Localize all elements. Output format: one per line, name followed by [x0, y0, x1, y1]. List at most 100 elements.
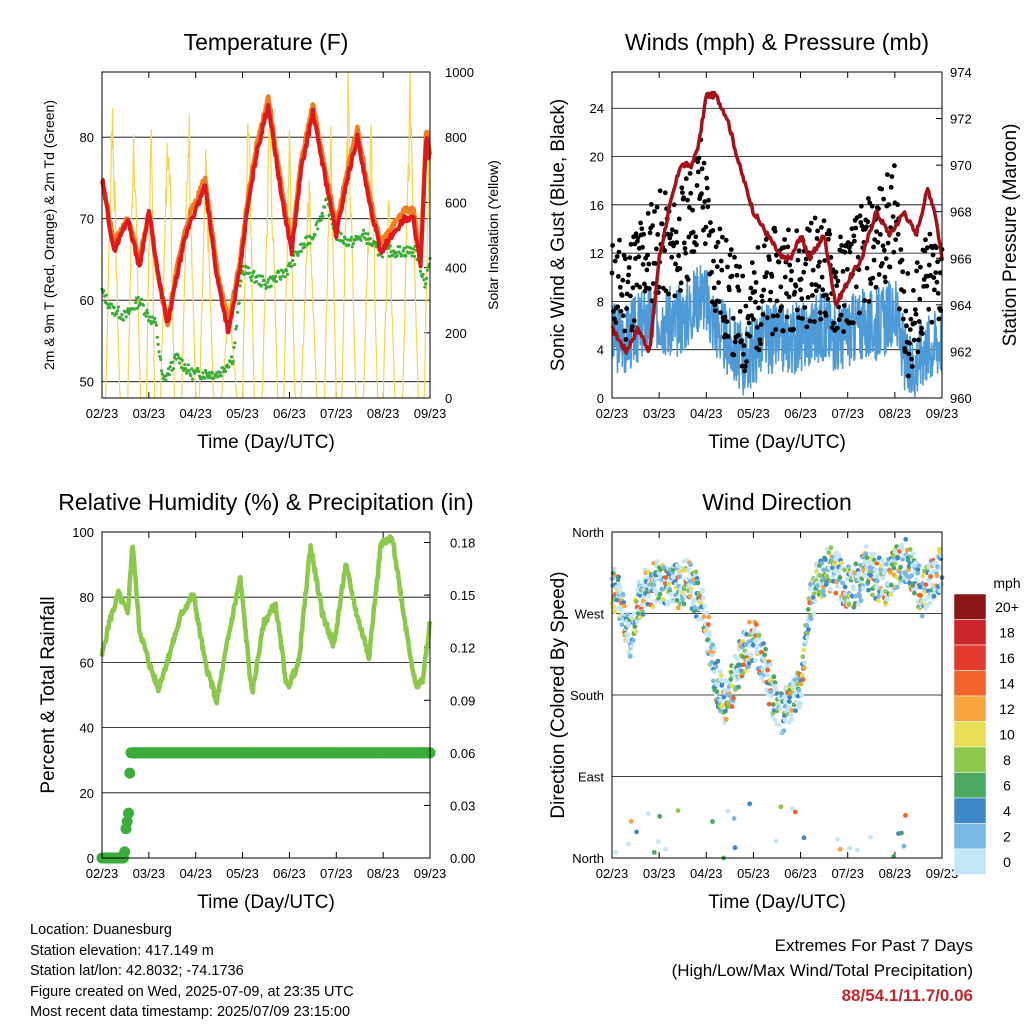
winds-x-tick-label: 06/23 — [784, 406, 817, 421]
direction-direction-point — [640, 612, 646, 617]
direction-direction-point — [792, 809, 798, 815]
direction-direction-point — [654, 559, 660, 564]
winds-gust-point — [796, 248, 802, 254]
winds-gust-point — [709, 269, 714, 275]
winds-sonic-wind-line — [611, 264, 943, 398]
direction-legend-title: mph — [993, 575, 1020, 591]
direction-legend-label: 16 — [999, 650, 1015, 666]
winds-gust-point — [904, 323, 909, 329]
direction-direction-point — [797, 704, 802, 710]
direction-direction-point — [868, 573, 874, 578]
temperature-dewpoint-point — [283, 275, 287, 279]
temperature-dewpoint-point — [153, 316, 157, 321]
winds-gust-point — [625, 279, 631, 285]
temperature-dewpoint-point — [158, 354, 162, 359]
temperature-dewpoint-point — [380, 255, 385, 259]
winds-gust-point — [628, 293, 633, 299]
winds-gust-point — [805, 295, 811, 300]
temperature-dewpoint-point — [274, 279, 278, 284]
winds-gust-point — [776, 259, 782, 265]
direction-direction-point — [778, 804, 784, 810]
temperature-dewpoint-point — [423, 285, 427, 289]
direction-direction-point — [631, 611, 637, 617]
winds-y-tick-label: 0 — [597, 391, 604, 406]
winds-gust-point — [777, 308, 783, 313]
winds-gust-point — [864, 224, 869, 230]
winds-gust-point — [676, 216, 682, 222]
direction-direction-point — [620, 592, 626, 597]
direction-direction-point — [808, 616, 814, 621]
winds-gust-point — [618, 308, 624, 314]
winds-gust-point — [851, 233, 857, 239]
direction-direction-point — [701, 614, 707, 620]
winds-gust-point — [853, 284, 859, 290]
winds-gust-point — [680, 190, 685, 196]
humidity-y-right-tick-label: 0.03 — [450, 798, 475, 813]
winds-gust-point — [747, 296, 753, 301]
direction-direction-point — [660, 586, 666, 592]
direction-direction-point — [843, 591, 848, 596]
direction-direction-point — [845, 598, 851, 604]
winds-gust-point — [677, 266, 683, 271]
winds-gust-point — [926, 306, 932, 312]
direction-direction-point — [857, 593, 863, 599]
winds-gust-point — [871, 244, 876, 250]
temperature-dewpoint-point — [154, 323, 158, 327]
winds-gust-point — [657, 188, 663, 194]
winds-gust-point — [619, 293, 625, 298]
direction-legend-label: 18 — [999, 624, 1015, 640]
direction-direction-point — [612, 609, 618, 615]
direction-direction-point — [711, 669, 717, 675]
winds-gust-point — [708, 220, 713, 226]
winds-gust-point — [739, 338, 744, 343]
winds-gust-point — [751, 316, 756, 322]
temperature-dewpoint-point — [349, 238, 353, 242]
direction-direction-point — [668, 591, 673, 597]
temperature-dewpoint-point — [421, 272, 425, 276]
direction-direction-point — [858, 598, 864, 603]
direction-direction-point — [879, 558, 885, 564]
temperature-dewpoint-point — [174, 357, 178, 361]
winds-x-tick-label: 02/23 — [596, 406, 629, 421]
humidity-y-tick-label: 20 — [80, 786, 94, 801]
winds-gust-point — [794, 228, 800, 234]
direction-direction-point — [764, 687, 769, 693]
winds-gust-point — [821, 218, 827, 224]
winds-gust-point — [786, 227, 791, 233]
temperature-dewpoint-point — [125, 309, 129, 313]
winds-y-right-tick-label: 964 — [950, 298, 972, 313]
winds-gust-point — [685, 197, 690, 203]
direction-direction-point — [884, 561, 889, 567]
winds-y-tick-label: 8 — [597, 294, 604, 309]
direction-direction-point — [655, 839, 661, 844]
winds-gust-point — [831, 320, 836, 326]
winds-gust-point — [630, 285, 636, 291]
direction-direction-point — [833, 556, 838, 562]
temperature-dewpoint-point — [349, 235, 354, 239]
humidity-y-right-tick-label: 0.06 — [450, 746, 475, 761]
humidity-y-tick-label: 100 — [72, 525, 94, 540]
direction-direction-point — [868, 834, 873, 840]
winds-gust-point — [815, 228, 820, 234]
direction-direction-point — [759, 675, 765, 680]
temperature-dewpoint-point — [409, 246, 413, 250]
winds-gust-point — [716, 280, 721, 285]
direction-direction-point — [707, 633, 712, 638]
temperature-dewpoint-point — [308, 241, 312, 246]
direction-direction-point — [910, 551, 916, 557]
temperature-y-right-axis-label: Solar Insolation (Yellow) — [485, 160, 501, 310]
direction-direction-point — [918, 584, 923, 590]
temperature-dewpoint-point — [342, 241, 346, 245]
winds-gust-point — [759, 293, 765, 299]
winds-gust-point — [617, 237, 622, 243]
temperature-dewpoint-point — [323, 205, 327, 209]
winds-gust-point — [899, 257, 905, 263]
winds-gust-point — [867, 200, 873, 206]
winds-gust-point — [770, 313, 776, 319]
temperature-dewpoint-point — [387, 246, 391, 250]
winds-gust-point — [907, 340, 912, 346]
temperature-y-tick-label: 50 — [80, 375, 94, 390]
direction-direction-point — [783, 699, 788, 705]
direction-direction-point — [888, 570, 893, 575]
winds-gust-point — [803, 261, 808, 267]
